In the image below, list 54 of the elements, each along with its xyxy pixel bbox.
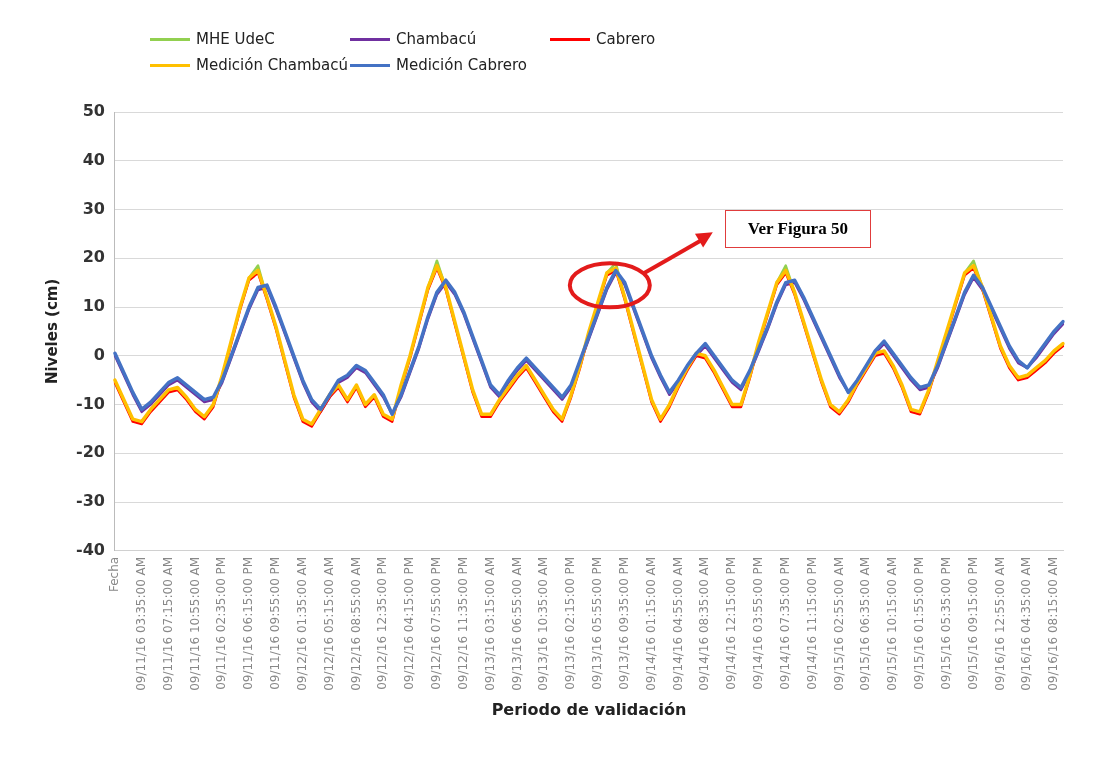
legend-label: Medición Cabrero — [396, 56, 527, 74]
y-tick-label: -30 — [76, 491, 105, 511]
x-tick-label: 09/16/16 12:55:00 AM — [992, 556, 1007, 691]
y-axis-title: Niveles (cm) — [42, 278, 61, 385]
y-tick-label: -20 — [76, 442, 105, 462]
x-tick-label: 09/16/16 08:15:00 AM — [1046, 556, 1061, 691]
y-tick-label: 0 — [93, 344, 105, 364]
x-tick-label: 09/12/16 04:15:00 PM — [402, 556, 417, 690]
x-tick-label: 09/12/16 05:15:00 AM — [321, 556, 336, 691]
x-tick-label: 09/11/16 10:55:00 AM — [187, 556, 202, 691]
x-tick-label: Fecha — [107, 556, 122, 593]
legend-label: Cabrero — [596, 30, 656, 48]
x-tick-label: 09/13/16 03:15:00 AM — [482, 556, 497, 691]
y-tick-label: 40 — [82, 149, 105, 169]
x-tick-label: 09/13/16 10:35:00 AM — [536, 556, 551, 691]
x-tick-label: 09/12/16 01:35:00 AM — [294, 556, 309, 691]
x-tick-label: 09/14/16 07:35:00 PM — [777, 556, 792, 690]
x-tick-label: 09/12/16 08:55:00 AM — [348, 556, 363, 691]
x-tick-label: 09/13/16 06:55:00 AM — [509, 556, 524, 691]
x-tick-label: 09/13/16 09:35:00 PM — [616, 556, 631, 690]
x-tick-label: 09/13/16 05:55:00 PM — [590, 556, 605, 690]
x-tick-label: 09/15/16 02:55:00 AM — [831, 556, 846, 691]
y-tick-label: 50 — [82, 101, 105, 121]
legend-label: Medición Chambacú — [196, 56, 348, 74]
x-tick-label: 09/14/16 01:15:00 AM — [643, 556, 658, 691]
x-tick-label: 09/12/16 11:35:00 PM — [455, 556, 470, 690]
x-tick-label: 09/12/16 07:55:00 PM — [429, 556, 444, 690]
x-tick-label: 09/14/16 11:15:00 PM — [804, 556, 819, 690]
x-axis-title: Periodo de validación — [491, 699, 687, 719]
x-tick-label: 09/11/16 03:35:00 AM — [133, 556, 148, 691]
x-tick-label: 09/15/16 10:15:00 AM — [885, 556, 900, 691]
y-tick-label: 30 — [82, 198, 105, 218]
x-tick-label: 09/15/16 05:35:00 PM — [938, 556, 953, 690]
x-tick-label: 09/14/16 12:15:00 PM — [724, 556, 739, 690]
y-tick-label: 20 — [82, 247, 105, 267]
y-tick-label: -40 — [76, 539, 105, 559]
x-tick-label: 09/13/16 02:15:00 PM — [563, 556, 578, 690]
x-tick-label: 09/14/16 03:55:00 PM — [751, 556, 766, 690]
x-tick-label: 09/11/16 06:15:00 PM — [241, 556, 256, 690]
x-tick-label: 09/15/16 06:35:00 AM — [858, 556, 873, 691]
x-tick-label: 09/14/16 04:55:00 AM — [670, 556, 685, 691]
x-tick-label: 09/11/16 09:55:00 PM — [268, 556, 283, 690]
y-tick-label: -10 — [76, 393, 105, 413]
y-tick-label: 10 — [82, 296, 105, 316]
x-tick-label: 09/15/16 01:55:00 PM — [912, 556, 927, 690]
annotation: Ver Figura 50 — [724, 210, 871, 249]
x-tick-label: 09/11/16 02:35:00 PM — [214, 556, 229, 690]
x-tick-label: 09/11/16 07:15:00 AM — [160, 556, 175, 691]
x-tick-label: 09/15/16 09:15:00 PM — [965, 556, 980, 690]
x-tick-label: 09/12/16 12:35:00 PM — [375, 556, 390, 690]
legend-label: MHE UdeC — [196, 30, 275, 48]
x-tick-label: 09/16/16 04:35:00 AM — [1019, 556, 1034, 691]
x-tick-label: 09/14/16 08:35:00 AM — [697, 556, 712, 691]
legend-label: Chambacú — [396, 30, 477, 48]
